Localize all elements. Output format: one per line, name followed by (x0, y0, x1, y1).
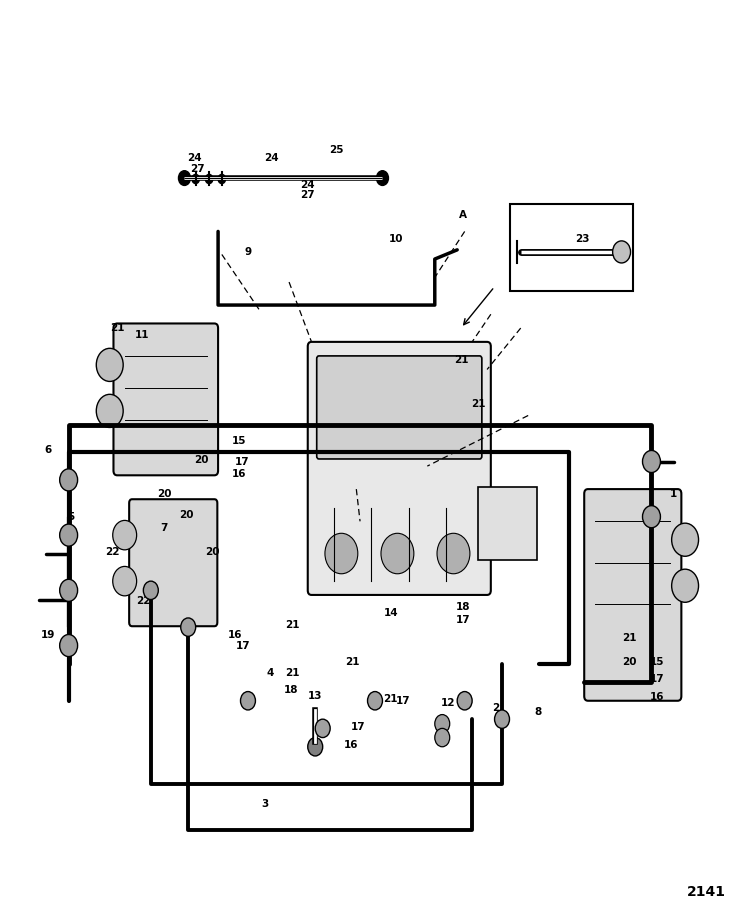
Circle shape (458, 691, 472, 710)
Circle shape (494, 710, 509, 728)
Circle shape (218, 174, 226, 184)
Text: 21: 21 (471, 400, 485, 410)
Circle shape (315, 719, 330, 737)
Text: 25: 25 (329, 146, 344, 155)
Text: 7: 7 (160, 522, 168, 533)
Text: 2: 2 (493, 703, 500, 713)
Text: 17: 17 (456, 615, 470, 625)
Text: 5: 5 (68, 511, 74, 521)
Circle shape (435, 714, 450, 733)
Circle shape (143, 581, 158, 600)
Text: 22: 22 (105, 546, 119, 557)
FancyBboxPatch shape (129, 499, 218, 626)
Circle shape (181, 617, 196, 636)
Circle shape (60, 469, 77, 491)
Text: 2141: 2141 (687, 884, 726, 899)
Circle shape (308, 737, 322, 756)
Circle shape (60, 580, 77, 602)
Text: 8: 8 (534, 707, 542, 717)
Circle shape (206, 174, 213, 184)
Text: 18: 18 (284, 685, 298, 695)
Text: 24: 24 (187, 153, 202, 162)
Circle shape (112, 521, 136, 550)
Text: 17: 17 (396, 696, 411, 706)
Circle shape (60, 634, 77, 656)
Circle shape (672, 569, 698, 603)
FancyBboxPatch shape (308, 342, 490, 595)
Text: 6: 6 (45, 445, 52, 454)
Text: 15: 15 (650, 657, 664, 667)
Circle shape (435, 728, 450, 747)
Text: 17: 17 (235, 457, 249, 466)
Text: 27: 27 (301, 189, 315, 199)
Text: 18: 18 (456, 602, 470, 612)
Text: 27: 27 (190, 164, 206, 174)
Circle shape (613, 241, 631, 263)
Circle shape (96, 394, 123, 427)
Text: A: A (459, 210, 467, 220)
Circle shape (381, 533, 414, 574)
FancyBboxPatch shape (113, 323, 218, 475)
Text: 4: 4 (267, 668, 274, 678)
Text: 16: 16 (650, 692, 664, 702)
Text: 22: 22 (136, 596, 151, 606)
Circle shape (96, 348, 123, 381)
Circle shape (192, 174, 200, 184)
FancyBboxPatch shape (316, 356, 482, 459)
Text: 24: 24 (301, 180, 315, 190)
Circle shape (672, 523, 698, 557)
Text: 20: 20 (205, 546, 219, 557)
Text: 20: 20 (157, 488, 172, 498)
Circle shape (112, 567, 136, 596)
Bar (509, 204, 633, 292)
Circle shape (368, 691, 382, 710)
Text: 10: 10 (388, 234, 404, 244)
Text: 11: 11 (134, 330, 149, 340)
Text: 21: 21 (454, 355, 468, 366)
Text: 21: 21 (286, 620, 300, 630)
Text: 23: 23 (575, 234, 590, 244)
Text: 12: 12 (441, 698, 455, 708)
Text: 20: 20 (179, 509, 194, 520)
Text: 14: 14 (384, 608, 399, 618)
Text: 20: 20 (622, 657, 636, 667)
Circle shape (437, 533, 470, 574)
Circle shape (178, 171, 190, 186)
Text: 17: 17 (650, 674, 664, 684)
Text: 24: 24 (265, 153, 279, 162)
Text: 17: 17 (236, 641, 250, 651)
Text: 21: 21 (382, 694, 398, 704)
Text: 21: 21 (345, 657, 360, 667)
Circle shape (325, 533, 358, 574)
FancyBboxPatch shape (478, 487, 537, 560)
Text: 13: 13 (308, 691, 322, 701)
Text: 16: 16 (344, 740, 358, 749)
Text: 15: 15 (232, 437, 246, 446)
Text: 20: 20 (194, 455, 209, 464)
Text: 3: 3 (262, 798, 268, 809)
Circle shape (643, 506, 661, 528)
Text: 21: 21 (110, 323, 125, 333)
Text: 19: 19 (40, 629, 55, 640)
Circle shape (376, 171, 388, 186)
FancyBboxPatch shape (584, 489, 681, 701)
Text: 9: 9 (244, 246, 251, 257)
Text: 16: 16 (232, 470, 246, 479)
Circle shape (241, 691, 256, 710)
Text: 21: 21 (286, 668, 300, 678)
Text: 17: 17 (351, 722, 366, 732)
Text: 21: 21 (622, 633, 636, 643)
Circle shape (60, 524, 77, 546)
Circle shape (643, 450, 661, 473)
Text: 1: 1 (670, 488, 677, 498)
Text: 16: 16 (228, 629, 242, 640)
